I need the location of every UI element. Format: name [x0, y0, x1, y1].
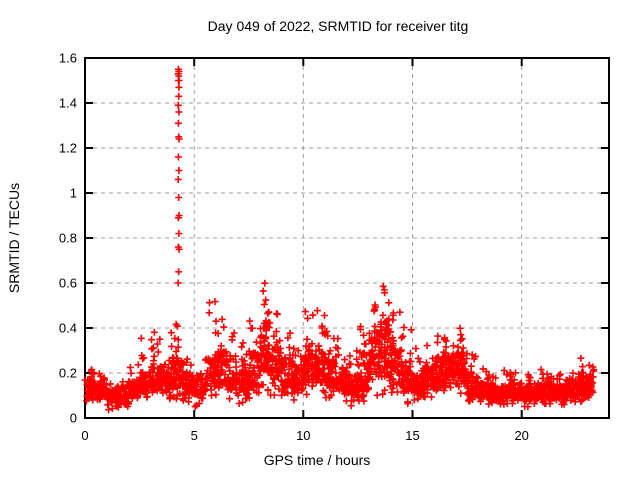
y-tick-label: 1 — [70, 186, 77, 201]
y-tick-label: 0.2 — [59, 366, 77, 381]
y-tick-label: 1.2 — [59, 141, 77, 156]
x-tick-label: 0 — [81, 428, 88, 443]
axis-ticks — [84, 57, 609, 419]
y-tick-labels: 0 0.2 0.4 0.6 0.8 1 1.2 1.4 1.6 — [59, 51, 77, 426]
x-tick-label: 10 — [296, 428, 310, 443]
y-tick-label: 0 — [70, 411, 77, 426]
y-tick-label: 0.6 — [59, 276, 77, 291]
y-tick-label: 1.6 — [59, 51, 77, 66]
y-axis-label: SRMTID / TECUs — [6, 183, 22, 293]
y-tick-label: 1.4 — [59, 96, 77, 111]
x-tick-label: 20 — [514, 428, 528, 443]
x-tick-labels: 0 5 10 15 20 — [81, 428, 529, 443]
y-tick-label: 0.8 — [59, 231, 77, 246]
chart-title: Day 049 of 2022, SRMTID for receiver tit… — [208, 18, 469, 34]
x-tick-label: 5 — [191, 428, 198, 443]
y-tick-label: 0.4 — [59, 321, 77, 336]
scatter-points — [81, 65, 598, 414]
x-axis-label: GPS time / hours — [264, 452, 371, 468]
x-tick-label: 15 — [405, 428, 419, 443]
